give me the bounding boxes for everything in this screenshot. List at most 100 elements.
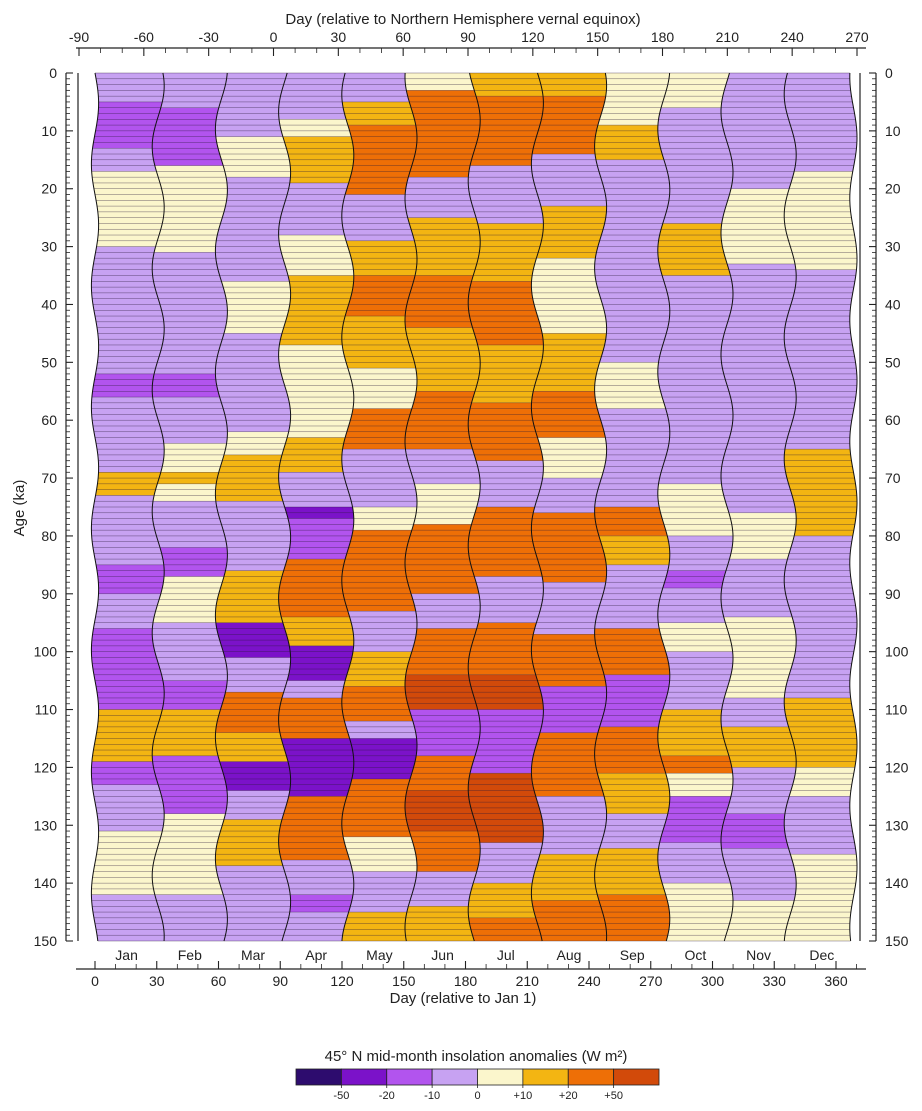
heatmap-cell bbox=[279, 119, 352, 137]
top-tick-label: 150 bbox=[586, 29, 610, 45]
heatmap-cell bbox=[721, 263, 797, 513]
month-borders bbox=[90, 72, 858, 942]
bottom-tick-label: 30 bbox=[149, 973, 165, 989]
y-tick-label-right: 20 bbox=[885, 181, 901, 197]
month-label: Sep bbox=[620, 947, 645, 963]
heatmap-cell bbox=[159, 547, 228, 577]
heatmap-cell bbox=[470, 709, 544, 774]
heatmap-cell bbox=[784, 449, 857, 536]
heatmap-cell bbox=[599, 674, 670, 727]
y-tick-label-right: 130 bbox=[885, 817, 909, 833]
top-tick-label: 210 bbox=[716, 29, 740, 45]
heatmap-cell bbox=[784, 73, 857, 172]
heatmap-cell bbox=[345, 275, 416, 317]
heatmap-cell bbox=[405, 327, 481, 392]
bottom-tick-label: 180 bbox=[454, 973, 478, 989]
bottom-tick-label: 300 bbox=[701, 973, 725, 989]
y-tick-label-right: 110 bbox=[885, 702, 908, 718]
top-tick-label: 90 bbox=[460, 29, 476, 45]
y-tick-label-right: 60 bbox=[885, 412, 901, 428]
heatmap-cell bbox=[598, 535, 670, 565]
heatmap-cell bbox=[721, 188, 795, 264]
bottom-tick-label: 270 bbox=[639, 973, 663, 989]
legend-tick-label: -10 bbox=[424, 1090, 440, 1102]
month-border bbox=[594, 72, 608, 942]
bottom-tick-label: 0 bbox=[91, 973, 99, 989]
heatmap-cell bbox=[215, 865, 291, 941]
heatmap-cell bbox=[347, 611, 417, 652]
month-border bbox=[720, 72, 734, 942]
heatmap-cell bbox=[660, 755, 733, 774]
heatmap-cell bbox=[531, 900, 607, 941]
legend: 45° N mid-month insolation anomalies (W … bbox=[295, 1048, 660, 1102]
heatmap-cell bbox=[784, 854, 857, 941]
row-lines bbox=[91, 72, 857, 942]
y-tick-label: 110 bbox=[35, 702, 58, 718]
bottom-tick-label: 60 bbox=[211, 973, 227, 989]
month-label: Dec bbox=[809, 947, 834, 963]
top-tick-label: 0 bbox=[270, 29, 278, 45]
heatmap-cell bbox=[789, 767, 855, 797]
heatmap-cell bbox=[406, 90, 481, 178]
legend-swatch bbox=[386, 1068, 433, 1086]
heatmap-cell bbox=[657, 483, 733, 536]
heatmap-cell bbox=[278, 182, 349, 236]
month-border bbox=[530, 72, 544, 942]
heatmap-cell bbox=[405, 275, 474, 328]
legend-tick-label: +50 bbox=[604, 1090, 623, 1102]
legend-swatch bbox=[613, 1068, 660, 1086]
heatmap-cell bbox=[91, 171, 165, 247]
heatmap-cell bbox=[347, 368, 417, 409]
y-tick-label-right: 120 bbox=[885, 759, 909, 775]
month-border bbox=[278, 72, 292, 942]
legend-tick-label: +10 bbox=[514, 1090, 533, 1102]
y-tick-label: 120 bbox=[34, 759, 58, 775]
y-tick-label: 60 bbox=[41, 412, 57, 428]
month-label: Jul bbox=[497, 947, 515, 963]
heatmap-cell bbox=[281, 680, 346, 698]
top-tick-label: 240 bbox=[780, 29, 804, 45]
bottom-tick-label: 240 bbox=[577, 973, 601, 989]
heatmap-cell bbox=[405, 177, 477, 218]
axes: 0 0 10 10 20 20 30 30 40 40 50 50 60 60 70 70 80 80 90 90 10… bbox=[34, 29, 909, 989]
heatmap-cell bbox=[531, 258, 607, 334]
y-tick-label: 40 bbox=[41, 296, 57, 312]
top-tick-label: 30 bbox=[331, 29, 347, 45]
legend-tick-label: 0 bbox=[474, 1090, 480, 1102]
y-tick-label: 150 bbox=[34, 933, 58, 949]
heatmap-cell bbox=[537, 437, 607, 479]
heatmap-cell bbox=[784, 535, 853, 589]
legend-swatch bbox=[295, 1068, 342, 1086]
month-column-dec bbox=[784, 73, 857, 941]
y-tick-label-right: 30 bbox=[885, 239, 901, 255]
heatmap-cell bbox=[281, 912, 349, 941]
heatmap-cell bbox=[96, 564, 165, 594]
heatmap-cell bbox=[344, 721, 417, 739]
y-tick-label: 10 bbox=[41, 123, 57, 139]
y-tick-label: 140 bbox=[34, 875, 58, 891]
heatmap-cell bbox=[533, 582, 606, 635]
heatmap-cell bbox=[658, 622, 733, 652]
month-border bbox=[151, 72, 165, 942]
y-tick-label-right: 150 bbox=[885, 933, 909, 949]
top-tick-label: -90 bbox=[69, 29, 89, 45]
bottom-tick-label: 330 bbox=[763, 973, 787, 989]
legend-swatch bbox=[522, 1068, 569, 1086]
month-border bbox=[467, 72, 481, 942]
heatmap-cell bbox=[215, 333, 291, 432]
heatmap-cell bbox=[531, 634, 607, 687]
legend-swatch bbox=[340, 1068, 388, 1086]
heatmap-cell bbox=[597, 773, 670, 814]
top-tick-label: 180 bbox=[651, 29, 675, 45]
top-tick-label: -60 bbox=[134, 29, 154, 45]
heatmap-cell bbox=[154, 165, 228, 253]
y-tick-label-right: 40 bbox=[885, 296, 901, 312]
heatmap-cell bbox=[341, 73, 410, 102]
heatmap-cell bbox=[289, 894, 353, 913]
heatmap-cell bbox=[468, 622, 537, 675]
y-tick-label-right: 0 bbox=[885, 65, 893, 81]
heatmap-cell bbox=[215, 136, 291, 178]
heatmap-cell bbox=[657, 223, 731, 276]
top-tick-label: 120 bbox=[521, 29, 545, 45]
heatmap-cell bbox=[215, 732, 289, 762]
